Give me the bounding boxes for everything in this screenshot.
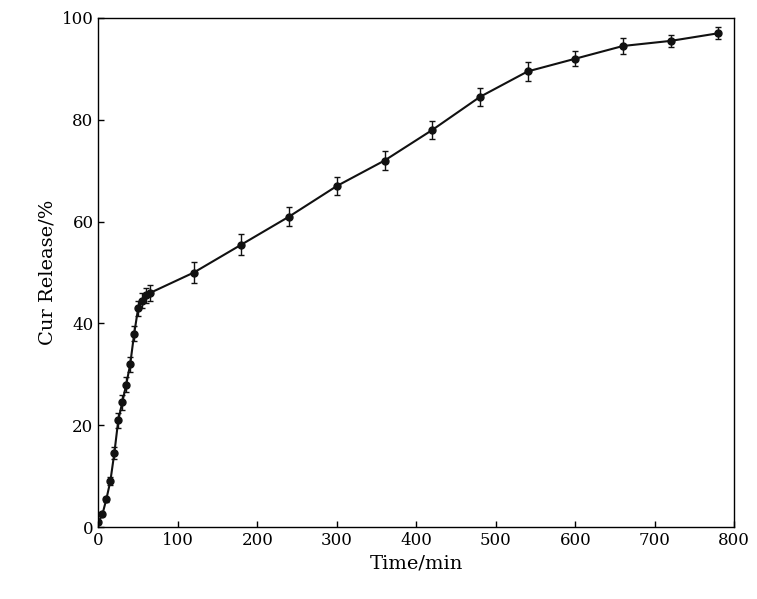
X-axis label: Time/min: Time/min [369, 555, 463, 573]
Y-axis label: Cur Release/%: Cur Release/% [38, 200, 56, 345]
